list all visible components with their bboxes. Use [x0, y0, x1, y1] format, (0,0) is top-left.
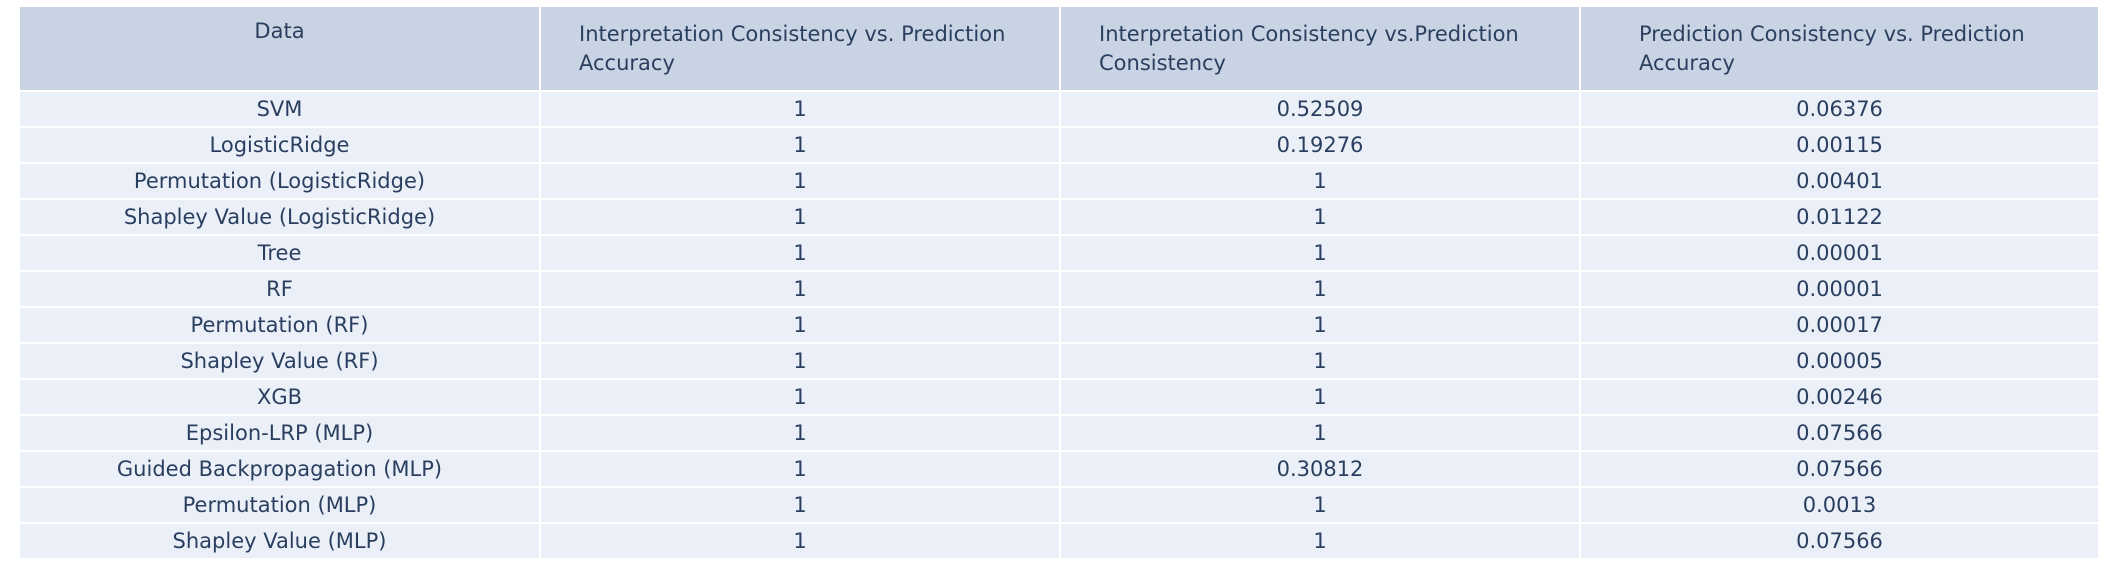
table-row: Shapley Value (MLP) 1 1 0.07566	[20, 523, 2098, 558]
table-row: Permutation (RF) 1 1 0.00017	[20, 307, 2098, 344]
cell-data: Shapley Value (RF)	[20, 343, 541, 380]
cell-pred-consistency-vs-accuracy: 0.00001	[1580, 271, 2098, 308]
cell-interp-vs-pred-accuracy: 1	[540, 379, 1061, 416]
cell-pred-consistency-vs-accuracy: 0.07566	[1580, 523, 2098, 558]
cell-interp-vs-pred-accuracy: 1	[540, 307, 1061, 344]
cell-data: Permutation (LogisticRidge)	[20, 163, 541, 200]
table-body: SVM 1 0.52509 0.06376 LogisticRidge 1 0.19276 0…	[20, 91, 2098, 558]
cell-interp-vs-pred-accuracy: 1	[540, 451, 1061, 488]
cell-interp-vs-pred-accuracy: 1	[540, 91, 1061, 128]
cell-data: XGB	[20, 379, 541, 416]
cell-pred-consistency-vs-accuracy: 0.0013	[1580, 487, 2098, 524]
table-row: XGB 1 1 0.00246	[20, 379, 2098, 416]
cell-pred-consistency-vs-accuracy: 0.00246	[1580, 379, 2098, 416]
header-label: Data	[254, 19, 305, 43]
cell-pred-consistency-vs-accuracy: 0.00001	[1580, 235, 2098, 272]
cell-interp-vs-pred-consistency: 1	[1060, 379, 1581, 416]
cell-data: Guided Backpropagation (MLP)	[20, 451, 541, 488]
cell-data: Shapley Value (LogisticRidge)	[20, 199, 541, 236]
cell-interp-vs-pred-consistency: 1	[1060, 271, 1581, 308]
cell-data: LogisticRidge	[20, 127, 541, 164]
table-row: Permutation (LogisticRidge) 1 1 0.00401	[20, 163, 2098, 200]
cell-interp-vs-pred-consistency: 0.52509	[1060, 91, 1581, 128]
cell-interp-vs-pred-accuracy: 1	[540, 127, 1061, 164]
cell-interp-vs-pred-consistency: 1	[1060, 415, 1581, 452]
cell-pred-consistency-vs-accuracy: 0.01122	[1580, 199, 2098, 236]
table-row: Tree 1 1 0.00001	[20, 235, 2098, 272]
cell-interp-vs-pred-accuracy: 1	[540, 523, 1061, 558]
table-row: Shapley Value (RF) 1 1 0.00005	[20, 343, 2098, 380]
cell-interp-vs-pred-accuracy: 1	[540, 235, 1061, 272]
header-cell-data: Data	[20, 7, 541, 92]
table-row: Shapley Value (LogisticRidge) 1 1 0.01122	[20, 199, 2098, 236]
cell-interp-vs-pred-consistency: 0.30812	[1060, 451, 1581, 488]
cell-interp-vs-pred-accuracy: 1	[540, 199, 1061, 236]
cell-pred-consistency-vs-accuracy: 0.00017	[1580, 307, 2098, 344]
header-label: Interpretation Consistency vs. Predictio…	[579, 22, 1006, 75]
table-row: SVM 1 0.52509 0.06376	[20, 91, 2098, 128]
cell-interp-vs-pred-accuracy: 1	[540, 487, 1061, 524]
cell-interp-vs-pred-consistency: 1	[1060, 523, 1581, 558]
header-label: Interpretation Consistency vs.Prediction…	[1099, 22, 1519, 75]
table-row: Epsilon-LRP (MLP) 1 1 0.07566	[20, 415, 2098, 452]
header-cell-interp-vs-pred-accuracy: Interpretation Consistency vs. Predictio…	[540, 7, 1061, 92]
cell-interp-vs-pred-accuracy: 1	[540, 415, 1061, 452]
cell-interp-vs-pred-consistency: 1	[1060, 163, 1581, 200]
table-row: Guided Backpropagation (MLP) 1 0.30812 0.07…	[20, 451, 2098, 488]
cell-data: SVM	[20, 91, 541, 128]
cell-data: Permutation (MLP)	[20, 487, 541, 524]
cell-pred-consistency-vs-accuracy: 0.06376	[1580, 91, 2098, 128]
cell-pred-consistency-vs-accuracy: 0.00005	[1580, 343, 2098, 380]
header-row: Data Interpretation Consistency vs. Pred…	[20, 7, 2098, 92]
data-table: Data Interpretation Consistency vs. Pred…	[20, 7, 2098, 558]
table-row: LogisticRidge 1 0.19276 0.00115	[20, 127, 2098, 164]
cell-data: Shapley Value (MLP)	[20, 523, 541, 558]
cell-data: Tree	[20, 235, 541, 272]
cell-interp-vs-pred-consistency: 1	[1060, 307, 1581, 344]
data-table-container: Data Interpretation Consistency vs. Pred…	[20, 7, 2098, 558]
cell-data: Epsilon-LRP (MLP)	[20, 415, 541, 452]
cell-pred-consistency-vs-accuracy: 0.07566	[1580, 451, 2098, 488]
cell-interp-vs-pred-accuracy: 1	[540, 163, 1061, 200]
cell-pred-consistency-vs-accuracy: 0.00401	[1580, 163, 2098, 200]
header-cell-interp-vs-pred-consistency: Interpretation Consistency vs.Prediction…	[1060, 7, 1581, 92]
cell-data: Permutation (RF)	[20, 307, 541, 344]
cell-pred-consistency-vs-accuracy: 0.07566	[1580, 415, 2098, 452]
header-cell-pred-consistency-vs-accuracy: Prediction Consistency vs. Prediction Ac…	[1580, 7, 2098, 92]
cell-interp-vs-pred-consistency: 1	[1060, 235, 1581, 272]
cell-interp-vs-pred-accuracy: 1	[540, 343, 1061, 380]
cell-interp-vs-pred-consistency: 1	[1060, 199, 1581, 236]
table-row: RF 1 1 0.00001	[20, 271, 2098, 308]
table-row: Permutation (MLP) 1 1 0.0013	[20, 487, 2098, 524]
cell-pred-consistency-vs-accuracy: 0.00115	[1580, 127, 2098, 164]
cell-interp-vs-pred-consistency: 1	[1060, 343, 1581, 380]
cell-interp-vs-pred-consistency: 1	[1060, 487, 1581, 524]
cell-data: RF	[20, 271, 541, 308]
cell-interp-vs-pred-consistency: 0.19276	[1060, 127, 1581, 164]
cell-interp-vs-pred-accuracy: 1	[540, 271, 1061, 308]
header-label: Prediction Consistency vs. Prediction Ac…	[1639, 22, 2025, 75]
